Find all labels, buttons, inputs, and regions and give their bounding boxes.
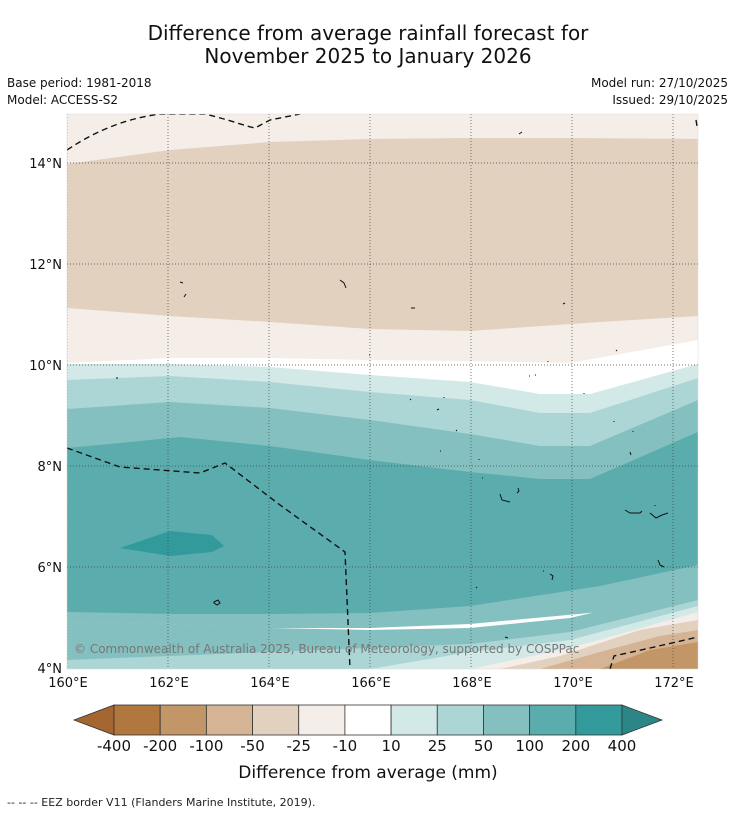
issued-date: Issued: 29/10/2025 xyxy=(612,93,728,107)
lon-label: 172°E xyxy=(654,676,694,691)
lat-label: 12°N xyxy=(29,258,62,273)
colorbar-segment xyxy=(529,704,577,736)
colorbar-title: Difference from average (mm) xyxy=(238,763,497,783)
colorbar-tick-label: -200 xyxy=(143,737,177,755)
lat-label: 6°N xyxy=(38,561,63,576)
colorbar-segment xyxy=(436,704,484,736)
colorbar-segment xyxy=(575,704,623,736)
lon-label: 166°E xyxy=(351,676,391,691)
band-wetter-very-high xyxy=(120,531,224,556)
colorbar-tick-label: -400 xyxy=(97,737,131,755)
footer-note: -- -- -- EEZ border V11 (Flanders Marine… xyxy=(7,796,316,809)
colorbar-segment xyxy=(344,704,392,736)
islands xyxy=(116,131,669,639)
map-frame xyxy=(66,113,699,670)
lat-label: 4°N xyxy=(38,662,63,677)
colorbar-extend-high xyxy=(621,704,664,736)
colorbar-segment xyxy=(298,704,346,736)
lon-label: 170°E xyxy=(553,676,593,691)
meta-left: Base period: 1981-2018 Model: ACCESS-S2 xyxy=(7,75,152,109)
band-south-7 xyxy=(600,642,698,669)
colorbar-tick-label: -100 xyxy=(189,737,223,755)
copyright-notice: © Commonwealth of Australia 2025, Bureau… xyxy=(74,642,579,656)
colorbar-tick-label: 400 xyxy=(608,737,637,755)
base-period: Base period: 1981-2018 xyxy=(7,76,152,90)
colorbar-extend-low xyxy=(72,704,115,736)
latitude-labels: 14°N 12°N 10°N 8°N 6°N 4°N xyxy=(29,157,62,677)
lon-label: 168°E xyxy=(452,676,492,691)
colorbar-segment xyxy=(159,704,207,736)
colorbar-tick-label: 10 xyxy=(382,737,401,755)
colorbar: -400 -200 -100 -50 -25 -10 10 25 50 100 200 400 Dif… xyxy=(72,704,664,783)
title-line-2: November 2025 to January 2026 xyxy=(204,44,532,68)
chart-title: Difference from average rainfall forecas… xyxy=(0,22,736,68)
band-wetter-high xyxy=(67,432,698,614)
lat-label: 14°N xyxy=(29,157,62,172)
colorbar-segment xyxy=(390,704,438,736)
eez-border xyxy=(67,114,698,669)
title-line-1: Difference from average rainfall forecas… xyxy=(147,21,589,45)
colorbar-tick-labels: -400 -200 -100 -50 -25 -10 10 25 50 100 200 400 xyxy=(97,737,636,755)
colorbar-segment xyxy=(252,704,300,736)
colorbar-tick-label: 100 xyxy=(515,737,544,755)
colorbar-segments xyxy=(113,704,623,736)
lat-label: 8°N xyxy=(38,460,63,475)
lon-label: 160°E xyxy=(48,676,88,691)
lon-label: 162°E xyxy=(149,676,189,691)
colorbar-segment xyxy=(483,704,531,736)
colorbar-segment xyxy=(113,704,161,736)
colorbar-tick-label: 200 xyxy=(561,737,590,755)
colorbar-tick-label: 25 xyxy=(428,737,447,755)
colorbar-tick-label: -25 xyxy=(286,737,311,755)
band-drier-moderate xyxy=(67,138,698,331)
longitude-labels: 160°E 162°E 164°E 166°E 168°E 170°E 172°… xyxy=(48,676,694,691)
colorbar-tick-label: -50 xyxy=(240,737,265,755)
meta-right: Model run: 27/10/2025 Issued: 29/10/2025 xyxy=(591,75,728,109)
colorbar-tick-label: -10 xyxy=(333,737,358,755)
lon-label: 164°E xyxy=(250,676,290,691)
map-plot-area: © Commonwealth of Australia 2025, Bureau… xyxy=(67,114,698,669)
graticule xyxy=(67,114,698,669)
colorbar-tick-label: 50 xyxy=(474,737,493,755)
lat-label: 10°N xyxy=(29,359,62,374)
colorbar-segment xyxy=(205,704,253,736)
model-name: Model: ACCESS-S2 xyxy=(7,93,119,107)
model-run: Model run: 27/10/2025 xyxy=(590,76,728,90)
